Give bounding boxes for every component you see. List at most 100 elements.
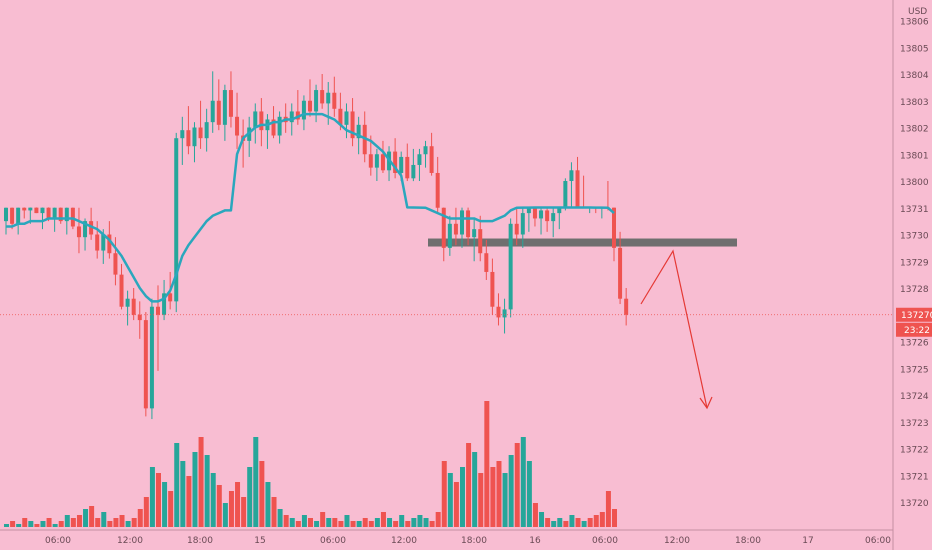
candle-body bbox=[156, 306, 160, 315]
candle-body bbox=[618, 247, 623, 299]
volume-bar bbox=[10, 521, 16, 527]
candle-body bbox=[58, 207, 63, 222]
candle bbox=[22, 207, 27, 219]
candle bbox=[332, 76, 337, 117]
volume-bar bbox=[508, 455, 514, 527]
candle-body bbox=[563, 181, 568, 208]
candle-body bbox=[520, 213, 525, 235]
candle-body bbox=[460, 210, 464, 235]
last-price-tag bbox=[896, 307, 932, 322]
candle bbox=[4, 207, 8, 235]
volume-bar bbox=[253, 437, 259, 527]
volume-bar bbox=[484, 401, 490, 527]
candle-body bbox=[113, 253, 118, 275]
candle-body bbox=[551, 213, 556, 222]
candle bbox=[247, 116, 252, 157]
candle-body bbox=[271, 119, 276, 136]
y-tick-label: 13805 bbox=[900, 44, 929, 54]
volume-bar bbox=[526, 461, 532, 527]
volume-bar bbox=[107, 521, 113, 527]
volume-bar bbox=[320, 512, 326, 527]
volume-bar bbox=[22, 518, 28, 527]
candle bbox=[210, 71, 215, 133]
volume-bar bbox=[216, 485, 222, 527]
volume-bar bbox=[16, 524, 22, 527]
candle bbox=[569, 162, 574, 208]
volume-bar bbox=[308, 518, 313, 527]
candle bbox=[557, 207, 562, 230]
volume-bar bbox=[70, 518, 76, 527]
candle-body bbox=[70, 207, 75, 227]
candle bbox=[16, 207, 21, 235]
candle bbox=[277, 111, 282, 144]
volume-bar bbox=[52, 524, 58, 527]
volume-bar bbox=[368, 521, 374, 527]
candle bbox=[460, 207, 464, 248]
volume-bar bbox=[563, 521, 569, 527]
candle bbox=[350, 98, 355, 147]
candle-body bbox=[526, 207, 531, 214]
volume-bar bbox=[64, 515, 70, 527]
volume-bar bbox=[587, 518, 593, 527]
volume-bar bbox=[95, 518, 101, 527]
volume-bar bbox=[101, 512, 107, 527]
x-tick-label: 12:00 bbox=[117, 536, 143, 546]
candle-body bbox=[40, 207, 45, 214]
volume-bar bbox=[411, 518, 417, 527]
currency-label: USD bbox=[908, 7, 927, 17]
y-tick-label: 13728 bbox=[900, 285, 929, 295]
candle-body bbox=[222, 90, 227, 125]
candle bbox=[453, 207, 458, 246]
volume-bar bbox=[162, 482, 168, 527]
candle bbox=[314, 84, 319, 123]
volume-bar bbox=[143, 497, 149, 527]
candle bbox=[216, 79, 221, 131]
volume-bar bbox=[362, 518, 368, 527]
volume-bar bbox=[612, 509, 617, 527]
candle-body bbox=[368, 154, 373, 168]
candle bbox=[496, 293, 501, 326]
volume-bar bbox=[259, 461, 265, 527]
candle bbox=[405, 143, 410, 182]
volume-bar bbox=[399, 515, 405, 527]
candle bbox=[95, 221, 100, 259]
candle-body bbox=[46, 207, 51, 219]
candle bbox=[143, 312, 148, 417]
candle bbox=[551, 207, 556, 238]
y-tick-label: 13724 bbox=[900, 392, 929, 402]
candle-body bbox=[545, 210, 550, 222]
candle bbox=[618, 231, 623, 305]
candle bbox=[295, 90, 300, 125]
volume-bar bbox=[119, 515, 125, 527]
candle bbox=[76, 207, 81, 254]
candle bbox=[113, 237, 118, 286]
x-tick-label: 18:00 bbox=[187, 536, 213, 546]
volume-bar bbox=[520, 437, 526, 527]
volume-bar bbox=[314, 521, 320, 527]
forecast-arrowhead bbox=[699, 396, 713, 410]
candle-body bbox=[174, 138, 179, 302]
candle bbox=[222, 84, 227, 141]
candle bbox=[417, 148, 422, 181]
y-tick-label: 13800 bbox=[900, 178, 929, 188]
volume-bar bbox=[89, 506, 95, 527]
candle bbox=[198, 100, 203, 149]
volume-bar bbox=[496, 461, 502, 527]
candle bbox=[435, 156, 440, 214]
candle-body bbox=[332, 92, 337, 109]
volume-bar bbox=[241, 497, 247, 527]
candle bbox=[380, 140, 385, 173]
candle bbox=[605, 181, 610, 211]
volume-bar bbox=[545, 518, 551, 527]
volume-bar bbox=[356, 521, 362, 527]
candle-body bbox=[228, 90, 233, 117]
volume-bar bbox=[247, 467, 253, 527]
candle-body bbox=[411, 164, 416, 179]
volume-bar bbox=[387, 518, 393, 527]
candle-body bbox=[435, 172, 440, 208]
volume-bar bbox=[344, 515, 350, 527]
candle bbox=[156, 285, 160, 371]
candle-body bbox=[380, 154, 385, 171]
